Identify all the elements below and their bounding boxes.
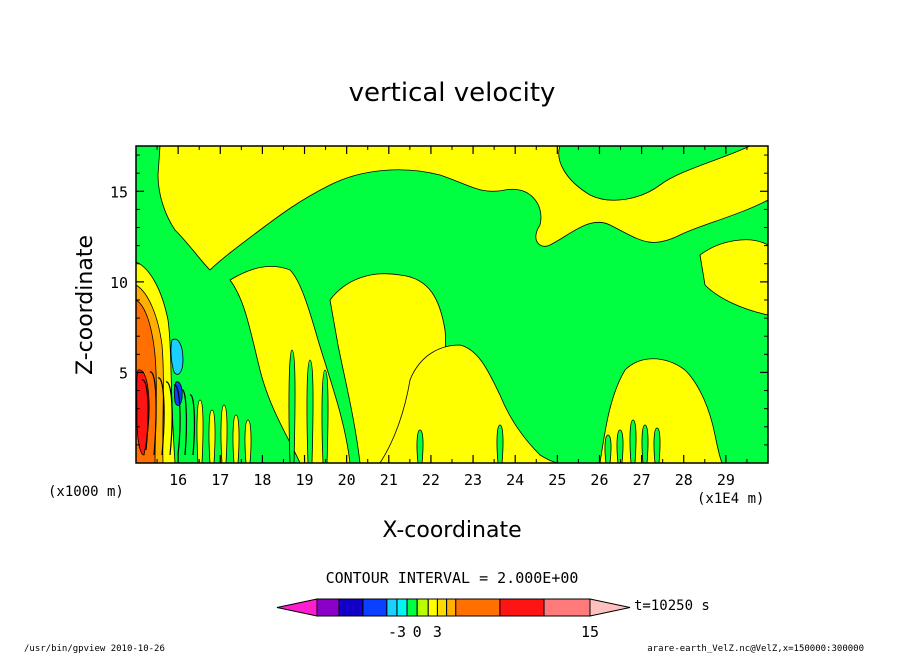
colorbar-high-arrow (589, 598, 631, 617)
x-tick-label: 21 (380, 471, 398, 489)
colorbar (276, 598, 631, 617)
colorbar-swatch (386, 598, 398, 617)
x-tick-label: 29 (717, 471, 735, 489)
colorbar-swatch (446, 598, 457, 617)
footer-left: /usr/bin/gpview 2010-10-26 (24, 644, 165, 654)
x-tick-label: 24 (506, 471, 524, 489)
footer-right: arare-earth_VelZ.nc@VelZ,x=150000:300000 (647, 644, 864, 654)
y-tick-label: 15 (110, 183, 128, 201)
x-tick-label: 22 (422, 471, 440, 489)
colorbar-swatch (396, 598, 408, 617)
colorbar-tick-label: 3 (433, 623, 442, 641)
colorbar-tick-label: -3 (388, 623, 406, 641)
colorbar-ticks: -3 0 3 15 (388, 623, 599, 641)
positive-region (699, 239, 768, 316)
x-tick-label: 17 (211, 471, 229, 489)
positive-region (157, 146, 768, 271)
x-axis-label: X-coordinate (382, 518, 521, 543)
contour-interval-label: CONTOUR INTERVAL = 2.000E+00 (326, 569, 579, 587)
chart-title: vertical velocity (349, 78, 556, 108)
positive-region (379, 344, 561, 463)
x-tick-label: 27 (633, 471, 651, 489)
x-tick-label: 23 (464, 471, 482, 489)
y-axis-label: Z-coordinate (73, 235, 98, 375)
colorbar-tick-label: 15 (581, 623, 599, 641)
x-tick-label: 25 (548, 471, 566, 489)
colorbar-swatch (416, 598, 429, 617)
x-tick-label: 19 (296, 471, 314, 489)
y-tick-label: 10 (110, 274, 128, 292)
y-axis: 5 10 15 (110, 154, 768, 446)
y-units-label: (x1000 m) (48, 484, 124, 500)
contour-field (136, 146, 768, 463)
yellow-strips (196, 399, 252, 463)
x-tick-label: 20 (338, 471, 356, 489)
colorbar-swatch (362, 598, 388, 617)
green-strips (288, 349, 661, 463)
colorbar-swatch (406, 598, 418, 617)
x-tick-label: 18 (253, 471, 271, 489)
x-tick-label: 26 (590, 471, 608, 489)
time-label: t=10250 s (634, 598, 710, 614)
x-tick-label: 16 (169, 471, 187, 489)
colorbar-swatch (436, 598, 448, 617)
colorbar-swatch (455, 598, 501, 617)
y-tick-label: 5 (119, 364, 128, 382)
colorbar-swatch (316, 598, 340, 617)
positive-region (136, 369, 150, 456)
x-tick-label: 28 (675, 471, 693, 489)
colorbar-tick-label: 0 (413, 623, 422, 641)
colorbar-swatch (338, 598, 364, 617)
colorbar-low-arrow (276, 598, 318, 617)
negative-region (170, 338, 184, 375)
x-axis: 16 17 18 19 20 21 22 23 24 25 26 27 28 29 (156, 146, 748, 489)
colorbar-swatch (499, 598, 545, 617)
colorbar-swatch (543, 598, 591, 617)
contour-lines (141, 371, 196, 456)
colorbar-swatch (427, 598, 438, 617)
x-units-label: (x1E4 m) (697, 491, 764, 507)
